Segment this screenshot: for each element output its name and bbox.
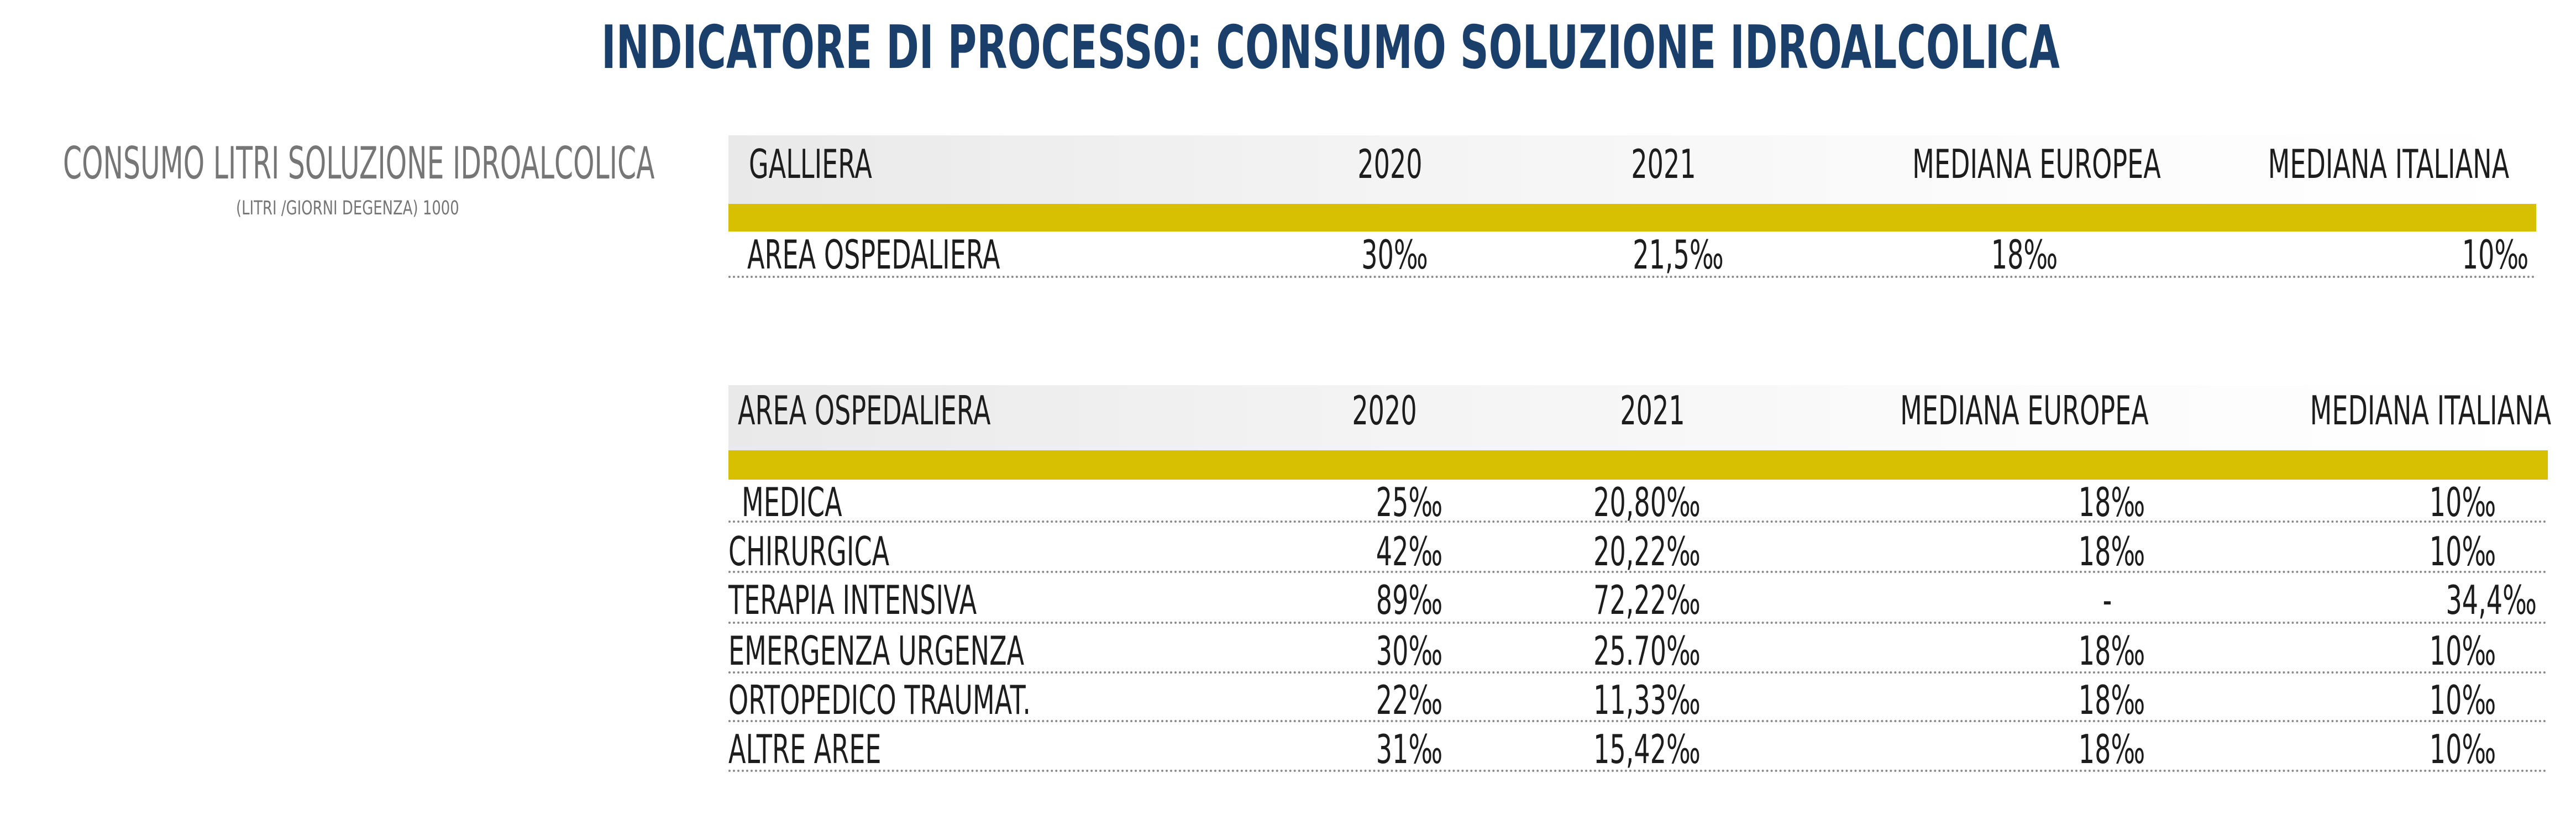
table-cell-2021: 25.70‰ bbox=[1593, 628, 1701, 674]
consumption-label: CONSUMO LITRI SOLUZIONE IDROALCOLICA bbox=[63, 138, 655, 189]
page-title: INDICATORE DI PROCESSO: CONSUMO SOLUZION… bbox=[601, 13, 2060, 82]
row-divider bbox=[728, 520, 2548, 523]
area-table: AREA OSPEDALIERA 2020 2021 MEDIANA EUROP… bbox=[728, 385, 2551, 786]
table-cell-2021: 72,22‰ bbox=[1593, 577, 1701, 623]
table-cell-mediana-europea: 18‰ bbox=[2078, 628, 2145, 674]
header-mediana-europea: MEDIANA EUROPEA bbox=[1900, 387, 2149, 434]
table-cell-2021: 20,80‰ bbox=[1593, 479, 1701, 525]
table-cell-mediana-italiana: 10‰ bbox=[2429, 677, 2496, 723]
header-galliera: GALLIERA bbox=[749, 141, 872, 187]
table-row-medica: MEDICA bbox=[742, 479, 842, 525]
galliera-table: GALLIERA 2020 2021 MEDIANA EUROPEA MEDIA… bbox=[728, 135, 2536, 285]
table-cell-2020: 31‰ bbox=[1376, 726, 1443, 772]
table-row-terapia-intensiva: TERAPIA INTENSIVA bbox=[728, 577, 977, 623]
table-cell-2020: 42‰ bbox=[1376, 528, 1443, 575]
table-cell-2021: 21,5‰ bbox=[1633, 232, 1724, 278]
row-divider bbox=[728, 671, 2548, 674]
table-header-band bbox=[728, 204, 2536, 232]
table-cell-2020: 89‰ bbox=[1376, 577, 1443, 623]
table-cell-mediana-italiana: 10‰ bbox=[2462, 232, 2528, 278]
header-2020: 2020 bbox=[1357, 141, 1423, 187]
table-cell-mediana-italiana: 10‰ bbox=[2429, 726, 2496, 772]
row-divider bbox=[728, 720, 2548, 722]
table-cell-mediana-europea: 18‰ bbox=[2078, 528, 2145, 575]
table-cell-mediana-europea: 18‰ bbox=[2078, 726, 2145, 772]
table-cell-mediana-italiana: 34,4‰ bbox=[2446, 577, 2537, 623]
consumption-unit-label: (LITRI /GIORNI DEGENZA) 1000 bbox=[236, 197, 459, 219]
table-cell-mediana-italiana: 10‰ bbox=[2429, 479, 2496, 525]
table-row-chirurgica: CHIRURGICA bbox=[728, 528, 890, 575]
header-area-ospedaliera: AREA OSPEDALIERA bbox=[738, 387, 991, 434]
table-cell-2021: 11,33‰ bbox=[1593, 677, 1701, 723]
row-divider bbox=[728, 770, 2548, 772]
table-row-ortopedico-traumat: ORTOPEDICO TRAUMAT. bbox=[728, 677, 1031, 723]
table-row-altre-aree: ALTRE AREE bbox=[728, 726, 882, 772]
header-2021: 2021 bbox=[1620, 387, 1685, 434]
header-mediana-italiana: MEDIANA ITALIANA bbox=[2310, 387, 2551, 434]
table-cell-mediana-europea: - bbox=[2102, 577, 2112, 623]
row-divider bbox=[728, 571, 2548, 573]
table-cell-2020: 30‰ bbox=[1376, 628, 1443, 674]
table-cell-2020: 25‰ bbox=[1376, 479, 1443, 525]
table-cell-mediana-europea: 18‰ bbox=[2078, 677, 2145, 723]
header-mediana-europea: MEDIANA EUROPEA bbox=[1912, 141, 2161, 187]
header-mediana-italiana: MEDIANA ITALIANA bbox=[2268, 141, 2509, 187]
table-cell-mediana-italiana: 10‰ bbox=[2429, 628, 2496, 674]
table-cell-2021: 15,42‰ bbox=[1593, 726, 1701, 772]
table-cell-mediana-italiana: 10‰ bbox=[2429, 528, 2496, 575]
table-header-background bbox=[728, 135, 2536, 204]
table-cell-mediana-europea: 18‰ bbox=[2078, 479, 2145, 525]
table-header-background bbox=[728, 385, 2548, 450]
row-divider bbox=[728, 276, 2536, 278]
header-2021: 2021 bbox=[1631, 141, 1696, 187]
row-divider bbox=[728, 622, 2548, 624]
table-cell-2020: 22‰ bbox=[1376, 677, 1443, 723]
table-row-emergenza-urgenza: EMERGENZA URGENZA bbox=[728, 628, 1025, 674]
table-cell-mediana-europea: 18‰ bbox=[1991, 232, 2058, 278]
header-2020: 2020 bbox=[1352, 387, 1417, 434]
table-cell-2020: 30‰ bbox=[1361, 232, 1428, 278]
table-header-band bbox=[728, 450, 2548, 480]
table-row-label: AREA OSPEDALIERA bbox=[747, 232, 1000, 278]
table-cell-2021: 20,22‰ bbox=[1593, 528, 1701, 575]
